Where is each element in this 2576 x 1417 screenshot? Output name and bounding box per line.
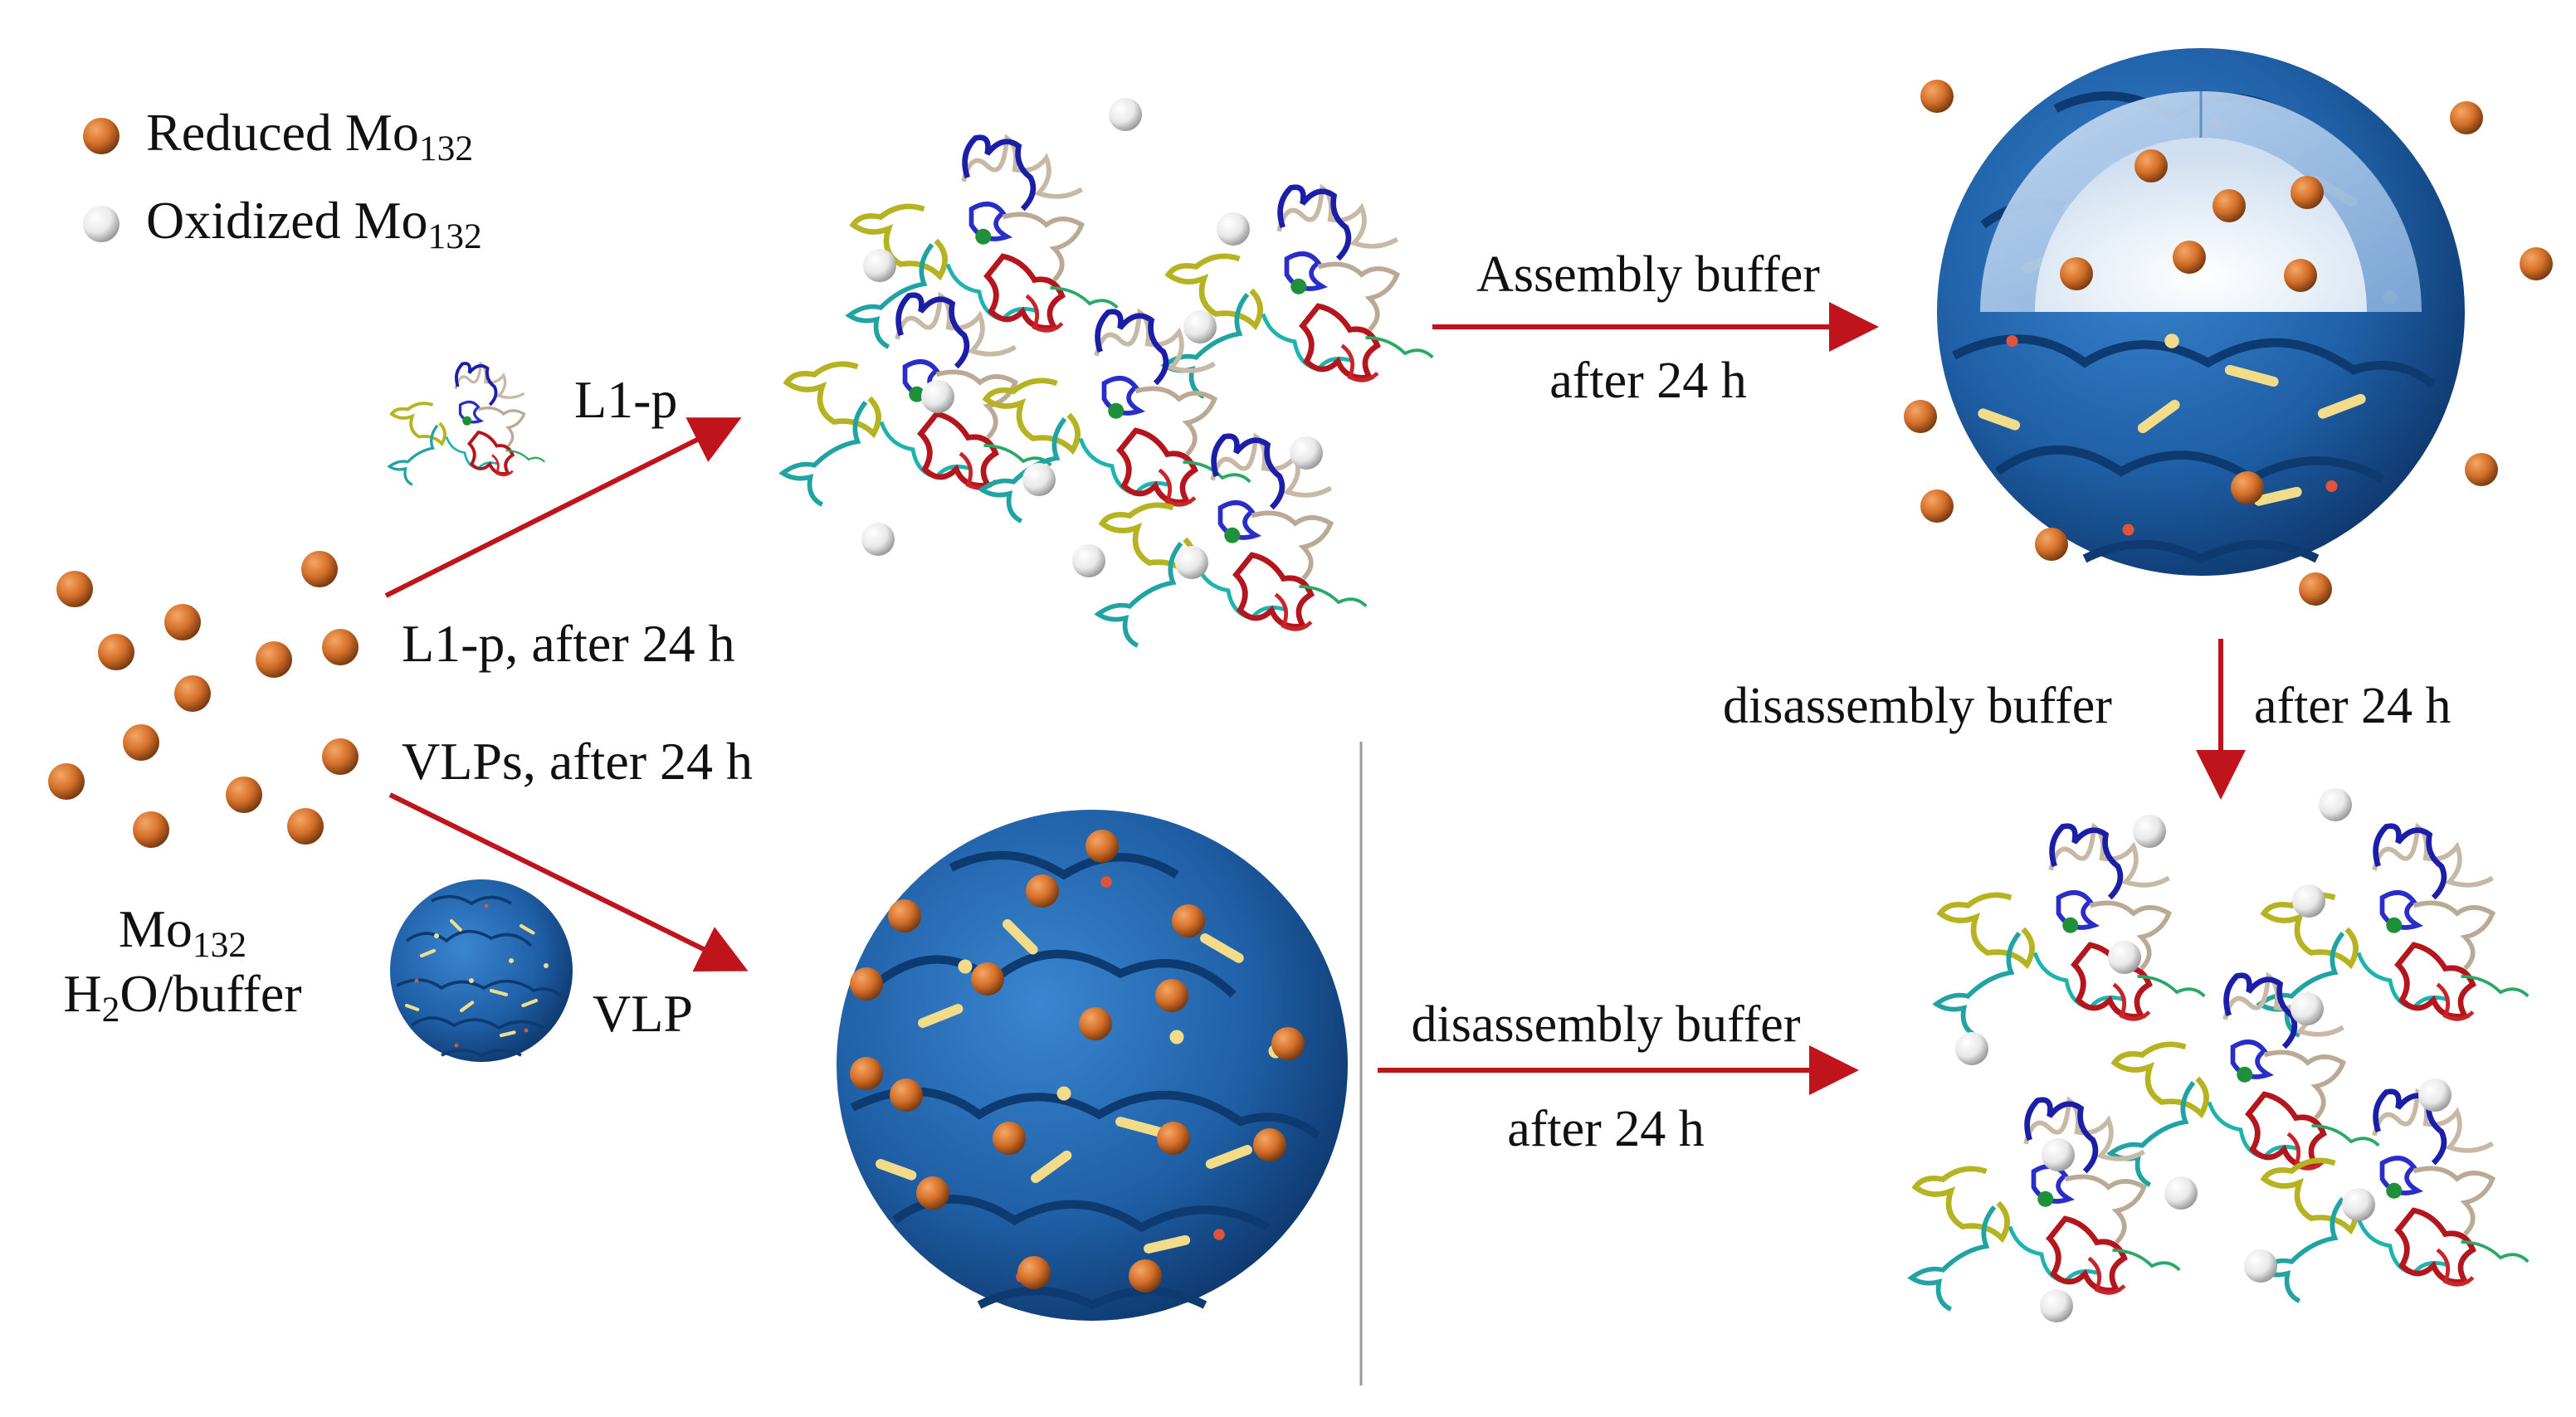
vlp-cutaway <box>1937 48 2465 576</box>
legend-oxidized-sphere <box>83 206 120 242</box>
label-assembly-after: after 24 h <box>1549 353 1747 409</box>
label-mo132-h2o: Mo132 H2O/buffer <box>63 899 302 1030</box>
label-vlps-after: VLPs, after 24 h <box>402 732 754 791</box>
label-l1p: L1-p <box>574 370 678 429</box>
label-disassembly-after-bottom: after 24 h <box>1507 1101 1705 1157</box>
l1p-pentamer-group-top <box>783 98 1432 645</box>
legend-reduced-sphere <box>83 118 120 154</box>
cutaway-dome-inner <box>2035 138 2367 312</box>
legend-oxidized-label: Oxidized Mo132 <box>146 191 482 257</box>
label-vlp: VLP <box>593 984 693 1043</box>
small-l1p-pentamer <box>388 362 547 487</box>
label-disassembly-buffer-bottom: disassembly buffer <box>1411 996 1801 1053</box>
legend-reduced-label: Reduced Mo132 <box>146 103 474 169</box>
label-l1p-after: L1-p, after 24 h <box>402 614 735 673</box>
label-disassembly-buffer-right: disassembly buffer <box>1723 678 2112 734</box>
l1p-pentamer-group-bottom <box>1911 788 2528 1322</box>
reduced-mo132-outside-vlp <box>1904 80 2553 606</box>
reduced-mo132-cluster <box>48 551 359 848</box>
large-vlp-loaded <box>837 810 1348 1321</box>
small-vlp <box>390 879 573 1062</box>
arrow-to-vlp <box>388 792 749 972</box>
arrow-to-l1p <box>384 417 742 598</box>
label-disassembly-after-right: after 24 h <box>2254 678 2452 734</box>
label-assembly-buffer: Assembly buffer <box>1476 246 1820 303</box>
